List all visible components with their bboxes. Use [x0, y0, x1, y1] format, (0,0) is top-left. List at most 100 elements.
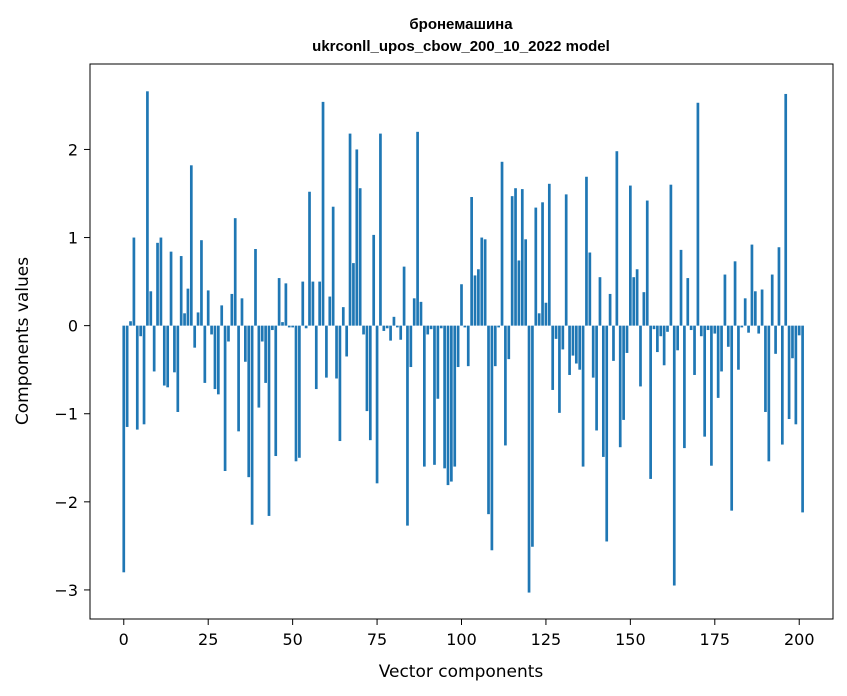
bar: [389, 325, 392, 341]
bar: [423, 325, 426, 467]
bar: [456, 325, 460, 368]
bar: [466, 325, 470, 367]
bar: [767, 325, 771, 462]
bar: [338, 325, 342, 442]
bar: [470, 197, 473, 326]
bar: [743, 298, 747, 326]
bar: [710, 325, 713, 466]
bar: [274, 325, 278, 457]
bar: [740, 325, 744, 328]
bar: [564, 194, 568, 326]
bar: [284, 283, 288, 326]
bar: [301, 281, 305, 326]
bar: [355, 149, 359, 326]
bar: [770, 274, 774, 326]
x-tick-label: 75: [367, 630, 387, 649]
bar: [166, 325, 170, 388]
bar: [372, 234, 376, 326]
bar: [669, 184, 673, 326]
bar: [395, 325, 399, 328]
bar: [605, 325, 609, 542]
bar: [642, 292, 646, 326]
bar: [574, 325, 578, 364]
y-tick-label: 2: [68, 140, 78, 159]
bar: [571, 325, 575, 356]
bar: [176, 325, 180, 412]
x-tick-label: 125: [531, 630, 562, 649]
bar: [328, 296, 332, 326]
bar: [510, 196, 514, 326]
bar: [244, 325, 247, 362]
bar: [733, 261, 737, 326]
bar: [189, 165, 193, 326]
bar: [419, 301, 423, 326]
bar: [480, 237, 484, 326]
bar: [311, 281, 315, 326]
bar: [392, 316, 396, 326]
bar: [450, 325, 453, 482]
bar: [382, 325, 386, 331]
bar: [527, 325, 531, 593]
bar: [406, 325, 409, 526]
bar: [703, 325, 707, 437]
bar: [331, 206, 335, 326]
bar: [477, 269, 480, 326]
bar: [473, 275, 477, 326]
bar: [162, 325, 166, 386]
bar: [436, 325, 440, 399]
bar: [240, 298, 244, 326]
bar: [152, 325, 156, 372]
bar: [578, 325, 582, 370]
x-axis-ticks: 0 25 50 75 100 125 150 175 200: [119, 619, 815, 649]
bar: [271, 325, 274, 331]
bar: [335, 325, 338, 379]
bar: [358, 188, 362, 326]
bar: [156, 242, 159, 326]
bar: [666, 325, 669, 332]
bar: [625, 325, 629, 353]
bar: [250, 325, 254, 525]
bar: [760, 289, 764, 326]
bar: [348, 133, 352, 326]
bar: [439, 325, 443, 329]
bar: [149, 291, 153, 326]
bar: [541, 202, 544, 326]
bar: [281, 322, 284, 326]
bar: [490, 325, 494, 551]
bar: [412, 298, 416, 326]
x-tick-label: 0: [119, 630, 129, 649]
bar: [558, 325, 561, 413]
bar: [345, 325, 349, 357]
bar: [213, 325, 217, 390]
bar: [726, 325, 730, 347]
bar: [696, 102, 700, 326]
chart-title-line2: ukrconll_upos_cbow_200_10_2022 model: [312, 38, 610, 55]
bar: [321, 101, 325, 326]
bar: [493, 325, 497, 367]
bar: [385, 325, 389, 329]
bar: [764, 325, 767, 412]
bar: [693, 325, 696, 375]
bar: [777, 247, 781, 326]
bar: [716, 325, 720, 398]
bar: [581, 325, 585, 467]
bar: [298, 325, 301, 458]
bar: [264, 325, 267, 383]
bar: [277, 278, 281, 326]
x-axis-label: Vector components: [379, 662, 544, 682]
bar: [794, 325, 798, 425]
bar: [446, 325, 450, 486]
bar: [504, 325, 507, 446]
bar: [139, 325, 143, 337]
bar: [341, 307, 345, 326]
bar: [591, 325, 595, 378]
bar: [146, 91, 149, 326]
bar: [737, 325, 740, 370]
bar: [142, 325, 146, 425]
bar: [686, 278, 690, 326]
bar: [534, 207, 538, 326]
bar: [544, 302, 548, 326]
bar: [254, 249, 257, 326]
bar: [314, 325, 318, 390]
bar: [169, 251, 173, 326]
